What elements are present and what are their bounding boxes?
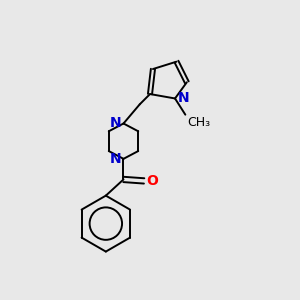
Text: N: N (110, 116, 122, 130)
Text: N: N (178, 92, 190, 106)
Text: O: O (146, 174, 158, 188)
Text: N: N (110, 152, 122, 166)
Text: CH₃: CH₃ (187, 116, 210, 129)
